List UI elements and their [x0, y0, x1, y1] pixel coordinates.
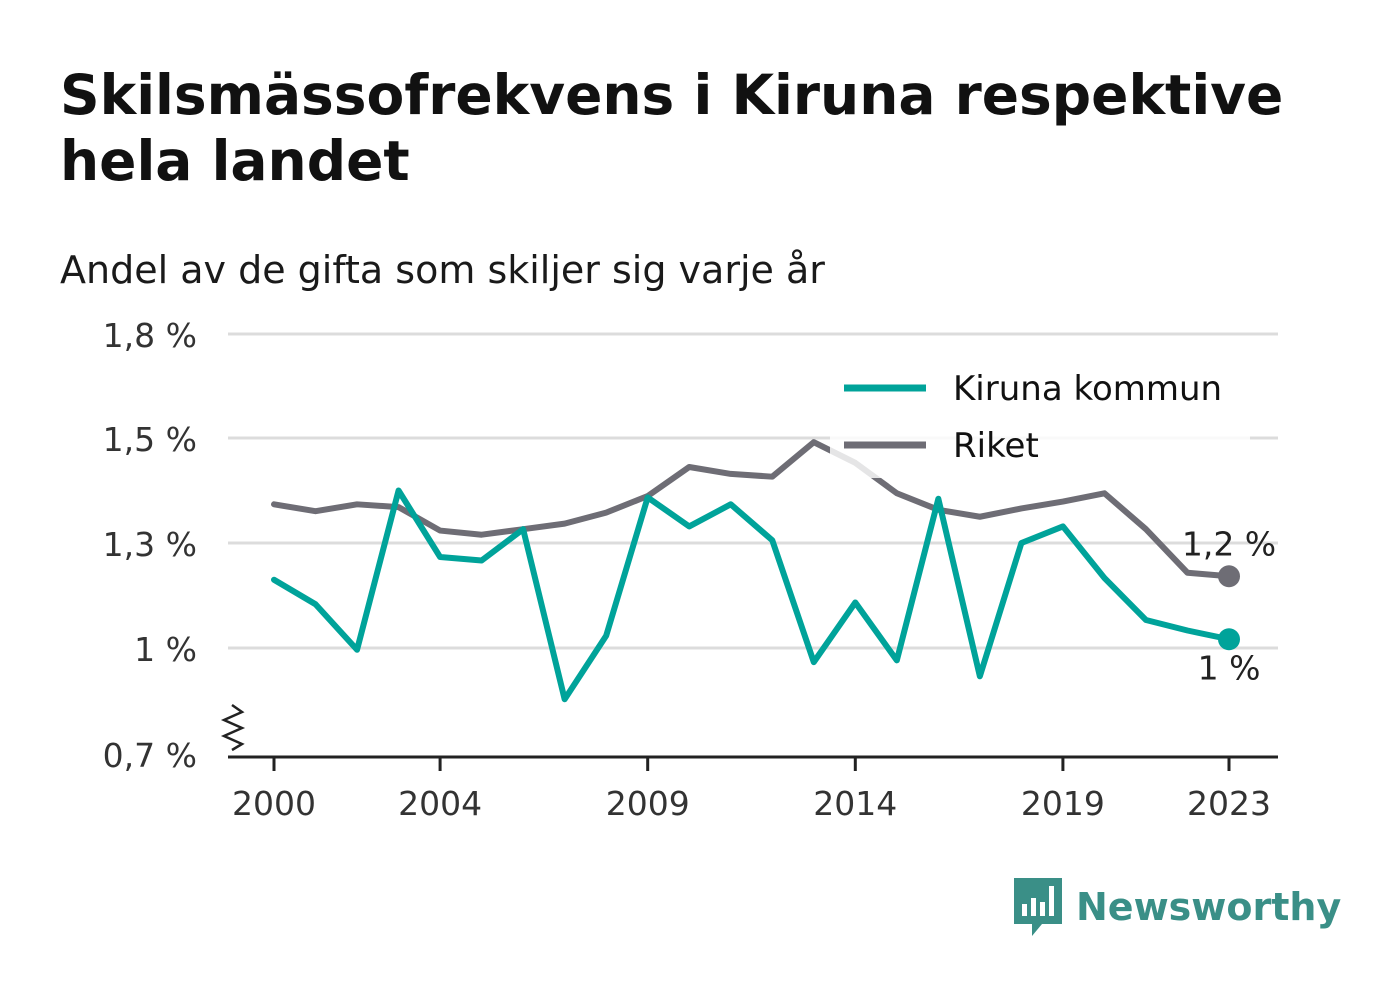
data-point: [354, 501, 360, 507]
data-point: [686, 523, 692, 529]
y-tick-label: 1 %: [134, 630, 197, 669]
data-point: [852, 600, 858, 606]
y-tick-label: 1,3 %: [103, 525, 197, 564]
x-tick-label: 2023: [1187, 784, 1271, 823]
data-point: [313, 508, 319, 514]
data-point: [1143, 617, 1149, 623]
end-point-marker: [1218, 628, 1240, 651]
data-point: [977, 514, 983, 520]
data-point: [645, 494, 651, 500]
series-line-kiruna: [271, 487, 1232, 703]
data-point: [1060, 523, 1066, 529]
data-point: [354, 647, 360, 653]
data-point: [479, 532, 485, 538]
data-point: [728, 471, 734, 477]
data-point: [271, 501, 277, 507]
axis-break-icon: [220, 703, 246, 752]
data-point: [603, 510, 609, 516]
data-point: [977, 673, 983, 679]
data-point: [1184, 628, 1190, 634]
data-point: [437, 554, 443, 560]
data-point: [728, 501, 734, 507]
chart-subtitle: Andel av de gifta som skiljer sig varje …: [60, 248, 825, 292]
x-tick-label: 2004: [398, 784, 482, 823]
data-point: [1101, 575, 1107, 581]
data-point: [769, 474, 775, 480]
data-point: [686, 464, 692, 470]
data-point: [1184, 570, 1190, 576]
data-point: [1060, 499, 1066, 505]
data-point: [1143, 526, 1149, 532]
data-point: [935, 496, 941, 502]
data-point: [1018, 505, 1024, 511]
data-point: [271, 577, 277, 583]
y-tick-label: 1,5 %: [103, 420, 197, 459]
legend-label: Kiruna kommun: [953, 369, 1222, 409]
brand-name: Newsworthy: [1076, 885, 1342, 929]
data-point: [811, 439, 817, 445]
y-tick-label: 0,7 %: [103, 736, 197, 775]
x-tick-label: 2019: [1021, 784, 1105, 823]
data-point: [1018, 540, 1024, 546]
brand-logo: Newsworthy: [1012, 876, 1341, 938]
data-point: [603, 633, 609, 639]
x-tick-label: 2009: [606, 784, 690, 823]
data-point: [396, 488, 402, 494]
data-point: [894, 490, 900, 496]
data-point: [437, 528, 443, 534]
x-tick-label: 2000: [232, 784, 316, 823]
data-point: [313, 601, 319, 607]
chart-title: Skilsmässofrekvens i Kiruna respektive h…: [60, 63, 1284, 193]
y-tick-label: 1,8 %: [103, 316, 197, 355]
data-point: [479, 558, 485, 564]
data-point: [769, 537, 775, 543]
series-line-riket: [271, 439, 1232, 580]
data-point: [562, 521, 568, 527]
x-tick-label: 2014: [813, 784, 897, 823]
end-value-label: 1 %: [1198, 648, 1261, 687]
end-point-marker: [1218, 565, 1240, 588]
data-point: [894, 657, 900, 663]
data-point: [1101, 490, 1107, 496]
data-point: [562, 696, 568, 702]
end-value-label: 1,2 %: [1182, 524, 1276, 563]
data-point: [520, 526, 526, 532]
data-point: [811, 659, 817, 665]
legend-background: [830, 360, 1250, 478]
newsworthy-logo-icon: [1014, 878, 1062, 936]
legend-label: Riket: [953, 426, 1039, 466]
